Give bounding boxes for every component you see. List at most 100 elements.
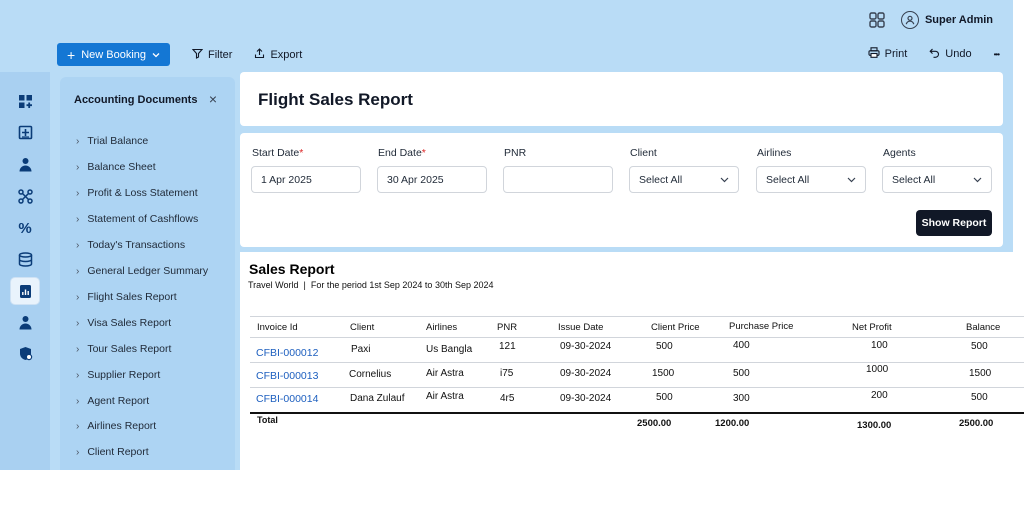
totals-divider [250, 412, 1024, 414]
airlines-label: Airlines [757, 147, 792, 159]
table-cell-purchase-price: 400 [733, 340, 750, 351]
start-date-label: Start Date* [252, 147, 303, 159]
table-cell-date: 09-30-2024 [560, 368, 612, 379]
top-right-actions: Super Admin [867, 10, 993, 30]
table-cell-client: Paxi [351, 344, 371, 355]
shield-settings-icon[interactable] [11, 340, 39, 366]
agent-icon[interactable] [11, 151, 39, 177]
chevron-right-icon: › [76, 317, 80, 329]
report-icon[interactable] [11, 278, 39, 304]
chevron-right-icon: › [76, 369, 80, 381]
company-name: Travel World [248, 280, 299, 290]
table-cell-balance: 500 [971, 392, 988, 403]
required-marker: * [421, 147, 426, 159]
table-cell-airline: Air Astra [426, 368, 464, 379]
total-label: Total [257, 415, 278, 425]
col-pnr: PNR [497, 322, 518, 333]
sidebar-item-general-ledger[interactable]: › General Ledger Summary [76, 265, 208, 277]
table-cell-client: Dana Zulauf [350, 393, 405, 404]
end-date-label-text: End Date [378, 147, 422, 159]
invoice-link[interactable]: CFBI-000013 [256, 370, 319, 382]
percent-icon[interactable]: % [18, 219, 32, 237]
client-select[interactable]: Select All [629, 166, 739, 193]
sidebar-item-label: Airlines Report [87, 420, 157, 432]
sidebar-item-profit-loss[interactable]: › Profit & Loss Statement [76, 187, 198, 199]
col-airlines: Airlines [426, 322, 458, 333]
agents-select[interactable]: Select All [882, 166, 992, 193]
sidebar-item-client[interactable]: › Client Report [76, 446, 149, 458]
table-cell-pnr: i75 [500, 368, 514, 379]
airlines-select[interactable]: Select All [756, 166, 866, 193]
user-agent-icon[interactable] [11, 309, 39, 335]
sidebar-item-airlines[interactable]: › Airlines Report [76, 420, 156, 432]
table-cell-net-profit: 200 [871, 390, 888, 401]
table-cell-net-profit: 100 [871, 340, 888, 351]
show-report-button[interactable]: Show Report [916, 210, 992, 236]
header-divider [250, 337, 1024, 338]
sidebar-item-cashflows[interactable]: › Statement of Cashflows [76, 213, 198, 225]
print-button[interactable]: Print [868, 47, 907, 61]
title-card: Flight Sales Report [240, 72, 1003, 126]
chevron-down-icon [720, 174, 729, 186]
table-cell-balance: 1500 [969, 368, 992, 379]
chevron-down-icon [152, 49, 160, 61]
sidebar-item-label: Flight Sales Report [87, 291, 177, 303]
pnr-input[interactable] [503, 166, 613, 193]
sidebar-item-label: Trial Balance [87, 135, 149, 147]
pnr-label: PNR [504, 147, 527, 159]
end-date-label: End Date* [378, 147, 426, 159]
separator: | [303, 280, 306, 290]
sidebar-item-visa-sales[interactable]: › Visa Sales Report [76, 317, 171, 329]
export-icon [254, 47, 265, 62]
sidebar-item-label: Tour Sales Report [87, 343, 172, 355]
row-divider [250, 362, 1024, 363]
plus-icon: + [67, 46, 76, 63]
invoice-link[interactable]: CFBI-000014 [256, 393, 319, 405]
sidebar-item-balance-sheet[interactable]: › Balance Sheet [76, 161, 156, 173]
database-icon[interactable] [11, 246, 39, 272]
col-client-price: Client Price [651, 322, 700, 333]
total-net-profit: 1300.00 [857, 420, 892, 431]
invoice-link[interactable]: CFBI-000012 [256, 347, 319, 359]
filter-button[interactable]: Filter [191, 48, 232, 62]
more-dots-icon: ••• [993, 49, 1000, 59]
icon-rail: % [0, 72, 50, 470]
sidebar-item-label: Client Report [87, 446, 149, 458]
undo-label: Undo [945, 48, 972, 60]
export-button[interactable]: Export [254, 47, 302, 62]
new-booking-button[interactable]: + New Booking [57, 43, 171, 66]
agents-label: Agents [883, 147, 916, 159]
start-date-value: 1 Apr 2025 [261, 173, 312, 186]
sidebar-item-flight-sales[interactable]: › Flight Sales Report [76, 291, 177, 303]
chevron-right-icon: › [76, 265, 80, 277]
add-document-icon[interactable] [11, 119, 39, 145]
user-menu[interactable]: Super Admin [900, 11, 993, 29]
end-date-input[interactable]: 30 Apr 2025 [377, 166, 487, 193]
sidebar-item-label: Today's Transactions [87, 239, 186, 251]
sidebar-item-supplier[interactable]: › Supplier Report [76, 369, 160, 381]
close-icon[interactable]: × [208, 91, 217, 107]
undo-icon [929, 47, 940, 61]
printer-icon [868, 47, 880, 61]
table-cell-airline: Us Bangla [426, 344, 473, 355]
dashboard-icon[interactable] [11, 88, 39, 114]
col-client: Client [350, 322, 375, 333]
sidebar-item-tour-sales[interactable]: › Tour Sales Report [76, 343, 171, 355]
sidebar-item-label: Profit & Loss Statement [87, 187, 198, 199]
table-cell-net-profit: 1000 [866, 364, 889, 375]
sidebar-item-todays-transactions[interactable]: › Today's Transactions [76, 239, 185, 251]
apps-grid-icon[interactable] [867, 10, 887, 30]
table-cell-balance: 500 [971, 341, 988, 352]
table-cell-airline: Air Astra [426, 391, 464, 402]
table-cell-client-price: 500 [656, 392, 673, 403]
chevron-right-icon: › [76, 446, 80, 458]
sidebar-item-trial-balance[interactable]: › Trial Balance [76, 135, 148, 147]
end-date-value: 30 Apr 2025 [387, 173, 444, 186]
start-date-input[interactable]: 1 Apr 2025 [251, 166, 361, 193]
undo-button[interactable]: Undo [929, 47, 972, 61]
sidebar-item-agent[interactable]: › Agent Report [76, 395, 149, 407]
sidebar-item-label: Visa Sales Report [87, 317, 172, 329]
table-cell-pnr: 121 [499, 341, 516, 352]
more-options-button[interactable]: ••• [993, 49, 1000, 59]
network-icon[interactable] [11, 183, 39, 209]
